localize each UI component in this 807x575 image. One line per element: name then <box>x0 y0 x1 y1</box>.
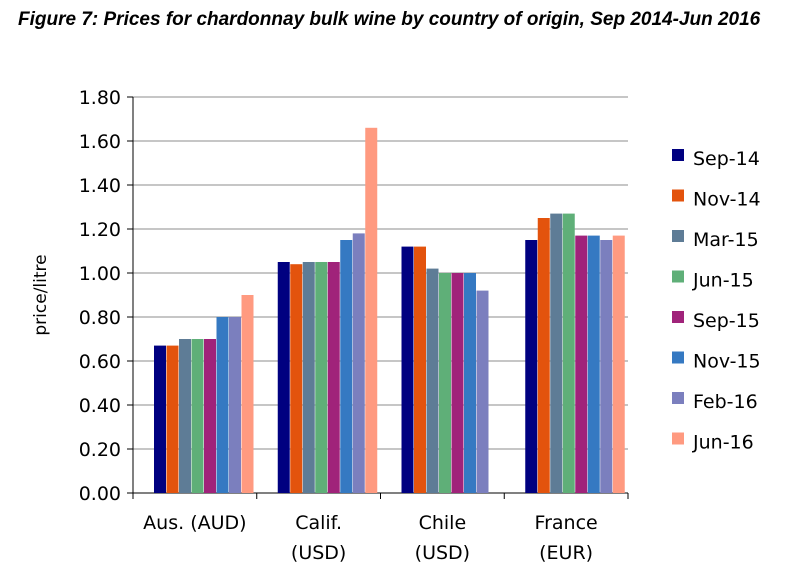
bar <box>612 235 625 493</box>
y-tick-label: 0.80 <box>79 307 121 329</box>
legend-swatch <box>672 311 684 323</box>
bar <box>426 268 439 493</box>
bar <box>216 317 229 493</box>
legend-label: Jun-15 <box>692 270 754 292</box>
bar <box>277 262 290 493</box>
y-tick-label: 0.40 <box>79 395 121 417</box>
bar <box>154 345 166 493</box>
bar <box>562 213 575 493</box>
chart-title: Figure 7: Prices for chardonnay bulk win… <box>18 9 761 30</box>
x-category-label: Chile <box>419 512 467 534</box>
bar <box>327 262 340 493</box>
legend-label: Nov-15 <box>693 351 761 373</box>
legend-swatch <box>672 351 684 364</box>
bar <box>414 246 426 493</box>
legend-swatch <box>672 392 684 404</box>
bar <box>575 235 588 493</box>
bar <box>439 273 451 493</box>
bar <box>340 240 353 493</box>
legend-label: Sep-14 <box>693 148 760 170</box>
x-category-label: Calif. <box>295 512 342 534</box>
bar <box>365 127 378 494</box>
bar <box>302 262 315 493</box>
bar <box>525 240 538 493</box>
y-tick-label: 1.60 <box>79 131 121 153</box>
legend-swatch <box>672 270 684 283</box>
bar <box>191 339 204 493</box>
bar <box>241 295 254 493</box>
bar <box>600 240 613 493</box>
y-tick-label: 0.60 <box>79 351 121 373</box>
legend-swatch <box>672 149 684 161</box>
legend-label: Sep-15 <box>693 310 760 332</box>
bar <box>451 273 464 493</box>
x-category-label: (EUR) <box>539 542 593 564</box>
y-tick-label: 1.40 <box>79 175 121 197</box>
y-tick-label: 1.00 <box>79 263 121 285</box>
legend-label: Jun-16 <box>692 432 754 454</box>
bar <box>587 235 600 493</box>
bar <box>476 290 489 493</box>
legend-label: Mar-15 <box>693 229 759 251</box>
bar <box>352 233 365 493</box>
bar <box>204 339 216 493</box>
y-tick-label: 0.00 <box>79 483 121 505</box>
legend-label: Feb-16 <box>693 391 758 413</box>
bar <box>537 218 550 493</box>
x-category-label: Aus. (AUD) <box>143 512 246 534</box>
y-tick-label: 1.20 <box>79 219 121 241</box>
bar <box>315 262 328 493</box>
legend-swatch <box>672 432 684 445</box>
bar <box>166 345 179 493</box>
legend-label: Nov-14 <box>693 189 761 211</box>
bar <box>179 339 191 493</box>
legend-swatch <box>672 230 684 242</box>
x-category-label: (USD) <box>415 542 470 564</box>
bar <box>401 246 414 493</box>
y-tick-label: 0.20 <box>79 439 121 461</box>
bar <box>229 317 241 493</box>
legend-swatch <box>672 189 684 202</box>
bar <box>290 264 303 493</box>
bar <box>464 273 476 493</box>
x-category-label: (USD) <box>291 542 346 564</box>
y-axis-label: price/litre <box>31 254 51 335</box>
x-category-label: France <box>535 512 598 534</box>
bar <box>550 213 563 493</box>
y-tick-label: 1.80 <box>79 87 121 109</box>
